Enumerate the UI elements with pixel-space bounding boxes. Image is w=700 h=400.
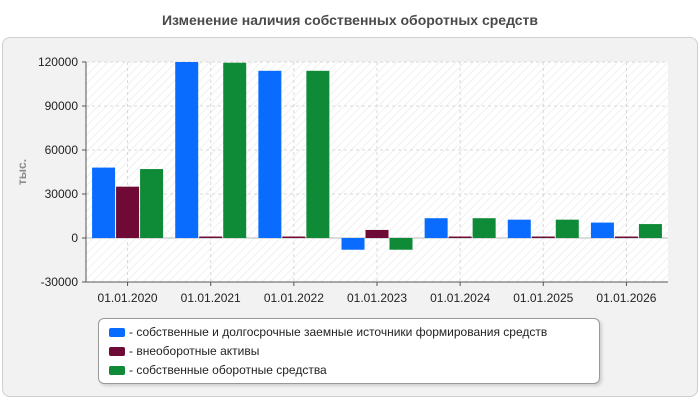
bar [199, 236, 223, 238]
y-tick-label: 90000 [45, 99, 79, 113]
y-tick-label: 120000 [38, 55, 78, 69]
x-tick-label: 01.01.2025 [513, 291, 573, 305]
x-tick-label: 01.01.2026 [596, 291, 656, 305]
y-axis-label: тыс. [15, 158, 30, 186]
y-tick-label: 30000 [45, 187, 79, 201]
chart-title: Изменение наличия собственных оборотных … [161, 12, 539, 28]
bar [448, 236, 472, 238]
bar [341, 238, 365, 250]
bar [140, 169, 164, 238]
legend-label: - внеоборотные активы [129, 344, 260, 358]
bar [365, 229, 389, 238]
x-tick-label: 01.01.2022 [264, 291, 324, 305]
legend-item: - собственные оборотные средства [109, 361, 327, 379]
legend-item: - внеоборотные активы [109, 342, 259, 360]
legend-label: - собственные оборотные средства [129, 363, 327, 377]
x-tick-label: 01.01.2023 [347, 291, 407, 305]
bar [258, 70, 282, 238]
bar [472, 218, 496, 238]
bar [175, 62, 199, 238]
y-tick-label: -30000 [41, 275, 79, 289]
bar [223, 62, 247, 238]
x-tick-label: 01.01.2020 [98, 291, 158, 305]
legend-item: - собственные и долгосрочные заемные ист… [109, 323, 547, 341]
bar [531, 236, 555, 238]
bar [282, 236, 306, 238]
legend-swatch [109, 365, 125, 375]
legend-swatch [109, 346, 125, 356]
x-tick-label: 01.01.2024 [430, 291, 490, 305]
x-tick-label: 01.01.2021 [181, 291, 241, 305]
bar [389, 238, 413, 250]
legend-swatch [109, 327, 125, 337]
bar [92, 167, 116, 238]
chart-legend: - собственные и долгосрочные заемные ист… [98, 318, 600, 384]
bar [306, 70, 330, 238]
bar [507, 219, 531, 238]
bar [424, 218, 448, 238]
bar [638, 224, 662, 238]
bar [614, 236, 638, 238]
bar [116, 186, 140, 238]
bar [555, 219, 579, 238]
bar [590, 222, 614, 238]
y-tick-label: 0 [71, 231, 78, 245]
y-tick-label: 60000 [45, 143, 79, 157]
legend-label: - собственные и долгосрочные заемные ист… [129, 325, 548, 339]
